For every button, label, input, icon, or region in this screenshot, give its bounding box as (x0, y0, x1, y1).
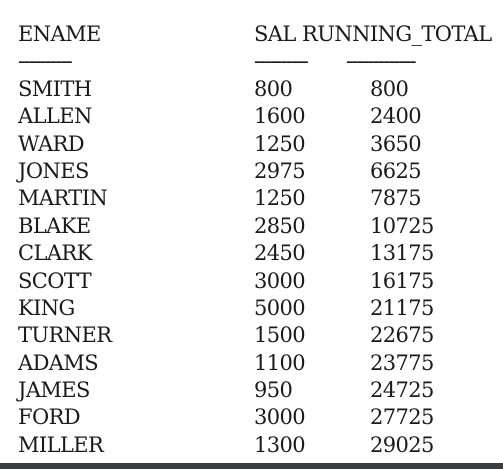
cell-sal: 800 (254, 76, 293, 101)
cell-running-total: 10725 (370, 213, 434, 238)
cell-sal: 2975 (254, 158, 306, 183)
cell-ename: WARD (18, 131, 85, 156)
table-row: MILLER 1300 29025 (18, 432, 498, 459)
table-row: JONES 2975 6625 (18, 158, 498, 185)
separator-running-total: ------------- (346, 49, 417, 74)
table-row: SMITH 800 800 (18, 76, 498, 103)
cell-running-total: 27725 (370, 405, 434, 430)
cell-ename: SCOTT (18, 268, 92, 293)
cell-ename: CLARK (18, 241, 92, 266)
cell-ename: MARTIN (18, 186, 108, 211)
separator-ename: ---------- (18, 49, 73, 74)
cell-ename: JAMES (18, 378, 90, 403)
cell-sal: 2850 (254, 213, 306, 238)
cell-running-total: 16175 (370, 268, 434, 293)
table-row: CLARK 2450 13175 (18, 240, 498, 267)
cell-running-total: 21175 (370, 295, 434, 320)
cell-ename: BLAKE (18, 213, 91, 238)
table-row: KING 5000 21175 (18, 295, 498, 322)
cell-sal: 1250 (254, 131, 306, 156)
cell-running-total: 7875 (370, 186, 422, 211)
cell-sal: 3000 (254, 268, 306, 293)
cell-running-total: 24725 (370, 378, 434, 403)
cell-ename: TURNER (18, 323, 112, 348)
cell-ename: MILLER (18, 432, 104, 457)
header-row: ENAME SAL RUNNING_TOTAL (18, 21, 498, 48)
cell-ename: FORD (18, 405, 81, 430)
cell-sal: 2450 (254, 241, 306, 266)
cell-sal: 5000 (254, 295, 306, 320)
column-header-ename: ENAME (18, 22, 101, 46)
cell-ename: JONES (18, 158, 89, 183)
separator-row: ---------- ---------- ------------- (18, 48, 498, 75)
cell-ename: ALLEN (18, 104, 92, 129)
cell-ename: KING (18, 295, 75, 320)
cell-sal: 1300 (254, 432, 306, 457)
cell-ename: ADAMS (18, 350, 99, 375)
cell-sal: 1250 (254, 186, 306, 211)
cell-sal: 1100 (254, 350, 306, 375)
cell-running-total: 2400 (370, 104, 422, 129)
bottom-edge-bar (0, 463, 503, 469)
table-row: SCOTT 3000 16175 (18, 268, 498, 295)
table-row: WARD 1250 3650 (18, 131, 498, 158)
cell-sal: 3000 (254, 405, 306, 430)
cell-running-total: 3650 (370, 131, 422, 156)
table-row: FORD 3000 27725 (18, 404, 498, 431)
table-row: JAMES 950 24725 (18, 377, 498, 404)
cell-running-total: 23775 (370, 350, 434, 375)
table-row: ALLEN 1600 2400 (18, 103, 498, 130)
table-row: TURNER 1500 22675 (18, 322, 498, 349)
cell-running-total: 13175 (370, 241, 434, 266)
cell-ename: SMITH (18, 76, 92, 101)
cell-running-total: 22675 (370, 323, 434, 348)
cell-sal: 950 (254, 378, 293, 403)
separator-sal: ---------- (254, 49, 309, 74)
result-rows: SMITH 800 800 ALLEN 1600 2400 WARD 1250 3650 JONE… (18, 76, 498, 459)
column-header-running-total: RUNNING_TOTAL (302, 22, 492, 46)
cell-running-total: 6625 (370, 158, 422, 183)
cell-running-total: 800 (370, 76, 409, 101)
cell-sal: 1500 (254, 323, 306, 348)
table-row: ADAMS 1100 23775 (18, 350, 498, 377)
cell-sal: 1600 (254, 104, 306, 129)
table-row: BLAKE 2850 10725 (18, 213, 498, 240)
cell-running-total: 29025 (370, 432, 434, 457)
column-header-sal: SAL (254, 22, 296, 46)
query-result-listing: ENAME SAL RUNNING_TOTAL ---------- -----… (18, 21, 498, 459)
table-row: MARTIN 1250 7875 (18, 185, 498, 212)
